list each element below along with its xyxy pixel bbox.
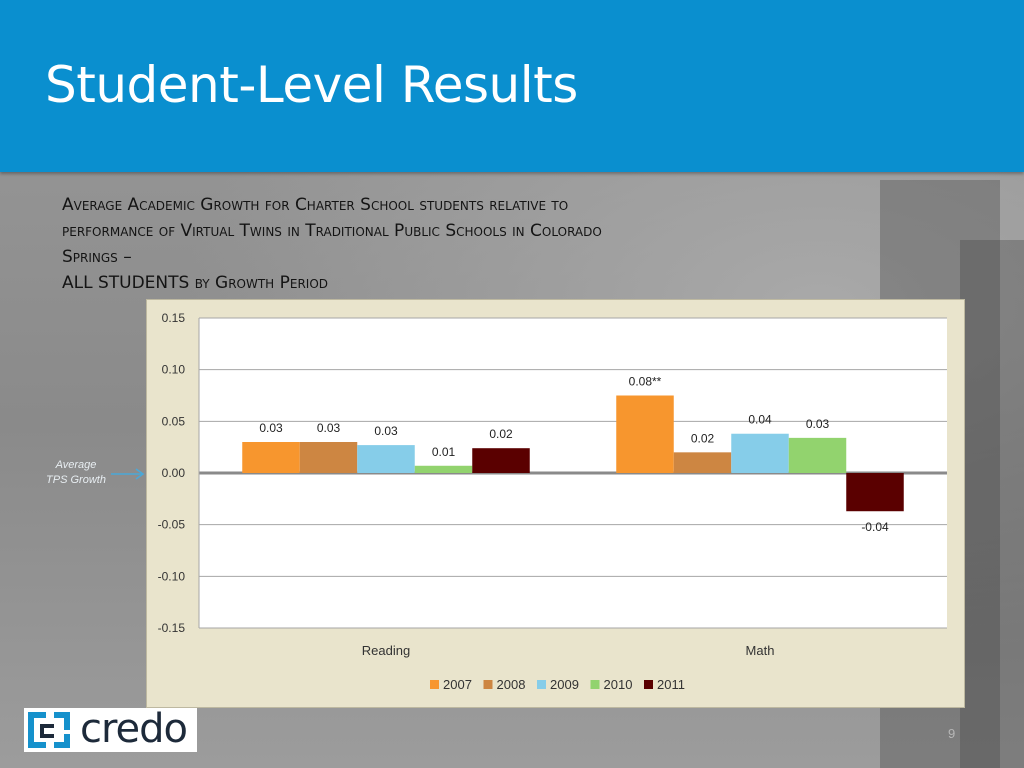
x-category-label: Reading — [362, 643, 410, 658]
credo-logo-mark — [28, 712, 70, 748]
reference-label-line-1: Average — [55, 459, 97, 471]
y-tick-label: -0.05 — [158, 518, 186, 532]
credo-logo: credo — [24, 706, 197, 752]
legend-label-2008: 2008 — [497, 677, 526, 692]
subtitle-line-1: Average Academic Growth for Charter Scho… — [62, 195, 569, 215]
reference-label-line-2: TPS Growth — [46, 474, 106, 486]
bar-reading-2009 — [357, 445, 415, 473]
bar-reading-2008 — [299, 442, 358, 473]
y-tick-label: 0.05 — [162, 414, 186, 428]
bar-reading-2010 — [414, 465, 473, 473]
data-label-reading-2011: 0.02 — [489, 427, 513, 441]
data-label-math-2008: 0.02 — [691, 431, 715, 445]
bar-chart: 0.15 0.10 0.05 0.00 -0.05 -0.10 -0.15 0.03 0.03… — [158, 311, 947, 692]
legend-label-2007: 2007 — [443, 677, 472, 692]
chart-subtitle: Average Academic Growth for Charter Scho… — [62, 192, 942, 296]
subtitle-line-2: performance of Virtual Twins in Traditio… — [62, 221, 602, 241]
data-label-math-2007: 0.08** — [629, 375, 662, 389]
bar-math-2011 — [846, 473, 904, 512]
legend-swatch-2009 — [537, 680, 546, 689]
y-tick-label: 0.10 — [162, 363, 186, 377]
bar-math-2007 — [616, 395, 674, 473]
legend-label-2011: 2011 — [657, 677, 685, 692]
legend-swatch-2011 — [644, 680, 653, 689]
y-tick-label: 0.15 — [162, 311, 186, 325]
page-number: 9 — [948, 726, 956, 741]
y-tick-label: 0.00 — [162, 466, 186, 480]
title-bar: Student-Level Results — [0, 0, 1024, 172]
chart-frame: 0.15 0.10 0.05 0.00 -0.05 -0.10 -0.15 0.03 0.03… — [146, 299, 965, 708]
subtitle-line-4: ALL STUDENTS by Growth Period — [62, 273, 329, 293]
average-tps-growth-label: Average TPS Growth — [28, 458, 124, 488]
data-label-math-2010: 0.03 — [806, 417, 830, 431]
y-tick-label: -0.15 — [158, 621, 186, 635]
slide-title: Student-Level Results — [45, 56, 578, 114]
bar-math-2009 — [731, 433, 789, 473]
bar-reading-2011 — [472, 448, 530, 473]
bar-reading-2007 — [242, 442, 300, 473]
bar-math-2008 — [673, 452, 732, 473]
subtitle-line-3: Springs – — [62, 247, 132, 267]
legend-swatch-2010 — [590, 680, 600, 689]
legend-label-2010: 2010 — [604, 677, 633, 692]
logo-wordmark: credo — [80, 706, 188, 752]
legend-label-2009: 2009 — [550, 677, 579, 692]
data-label-reading-2009: 0.03 — [374, 424, 398, 438]
data-label-reading-2007: 0.03 — [259, 421, 283, 435]
data-label-reading-2008: 0.03 — [317, 421, 341, 435]
legend-swatch-2007 — [430, 680, 439, 689]
data-label-reading-2010: 0.01 — [432, 445, 456, 459]
bar-math-2010 — [788, 437, 847, 473]
data-label-math-2011: -0.04 — [861, 520, 889, 534]
right-arrow-icon — [111, 468, 145, 480]
data-label-math-2009: 0.04 — [748, 413, 772, 427]
legend-swatch-2008 — [483, 680, 493, 689]
y-tick-label: -0.10 — [158, 569, 186, 583]
x-category-label: Math — [746, 643, 775, 658]
